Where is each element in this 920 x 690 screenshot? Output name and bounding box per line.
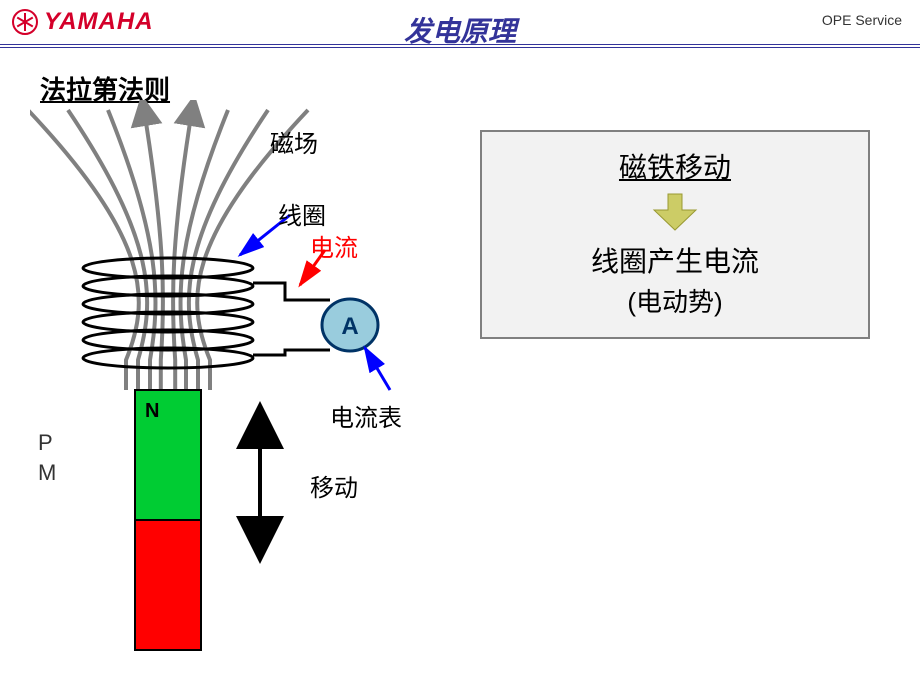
diagram-svg: A xyxy=(30,100,470,660)
label-coil: 线圈 xyxy=(278,196,326,231)
brand-text: YAMAHA xyxy=(44,8,154,36)
page-title: 发电原理 xyxy=(404,10,516,50)
label-current: 电流 xyxy=(310,228,358,263)
header: YAMAHA 发电原理 OPE Service xyxy=(0,0,920,48)
callout-box: 磁铁移动 线圈产生电流 (电动势) xyxy=(480,130,870,339)
magnet-icon xyxy=(135,390,201,650)
down-arrow-icon xyxy=(652,192,698,232)
callout-line2: 线圈产生电流 xyxy=(492,240,858,280)
coil xyxy=(83,258,253,368)
label-ammeter: 电流表 xyxy=(330,398,402,433)
ammeter-letter: A xyxy=(341,313,358,340)
faraday-diagram: A N 磁场 线圈 电流 电流表 移动 xyxy=(30,100,470,660)
callout-line1: 磁铁移动 xyxy=(492,146,858,186)
label-magnetic-field: 磁场 xyxy=(270,124,318,159)
wires xyxy=(253,283,330,355)
magnet-n-label: N xyxy=(145,400,159,423)
ammeter-arrow xyxy=(365,348,390,390)
service-label: OPE Service xyxy=(822,12,902,28)
label-move: 移动 xyxy=(310,468,358,503)
tuning-fork-icon xyxy=(12,9,38,35)
ammeter-icon: A xyxy=(322,299,378,351)
brand-logo: YAMAHA xyxy=(12,8,154,36)
callout-line3: (电动势) xyxy=(492,282,858,319)
